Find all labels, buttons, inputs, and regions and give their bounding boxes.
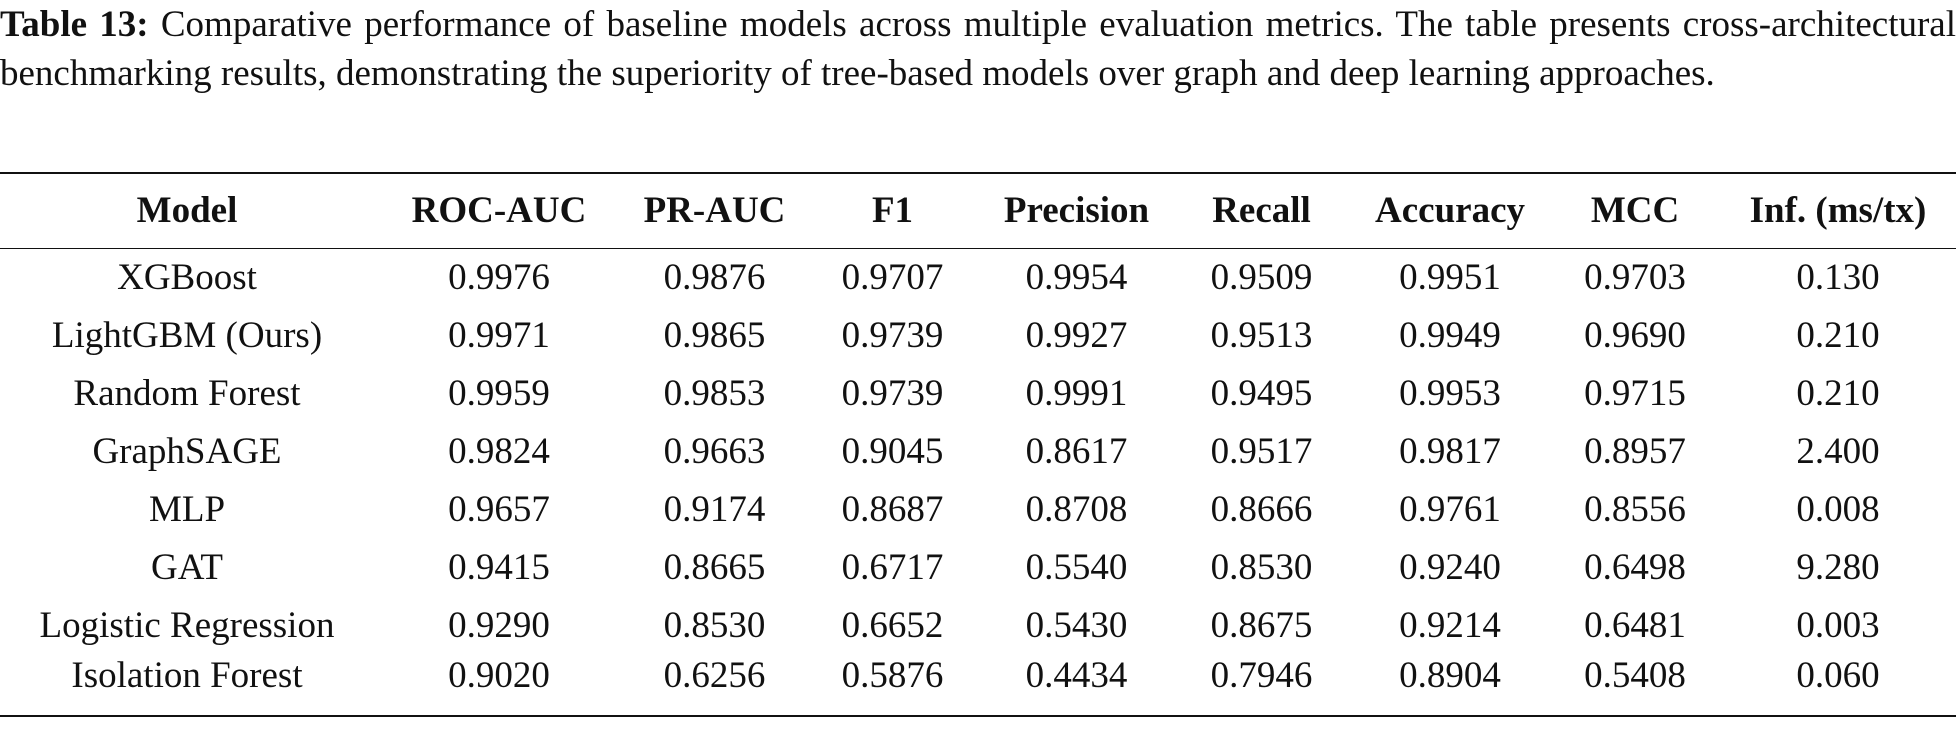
metric-cell: 0.9663 — [663, 430, 766, 472]
model-cell: Random Forest — [73, 372, 301, 414]
table-row: Logistic Regression 0.9290 0.8530 0.6652 0.5… — [0, 596, 1956, 654]
metric-cell: 0.7946 — [1210, 655, 1313, 696]
metric-cell: 0.9976 — [448, 256, 550, 298]
metric-cell: 0.8675 — [1210, 604, 1313, 646]
metric-cell: 0.008 — [1796, 488, 1880, 530]
metric-cell: 0.9991 — [1025, 372, 1128, 414]
metric-cell: 0.9020 — [448, 655, 550, 696]
metric-cell: 0.6256 — [663, 655, 766, 696]
header-row: Model ROC-AUC PR-AUC F1 Precision Recall Accur… — [0, 173, 1956, 248]
metric-cell: 0.9509 — [1210, 256, 1313, 298]
metric-cell: 0.9214 — [1399, 604, 1501, 646]
header-cell: Recall — [1212, 190, 1311, 232]
metric-cell: 0.9690 — [1584, 314, 1686, 356]
metric-cell: 0.9703 — [1584, 256, 1686, 298]
metric-cell: 0.9876 — [663, 256, 766, 298]
table-row: MLP 0.9657 0.9174 0.8687 0.8708 0.8666 0.9761 0… — [0, 480, 1956, 538]
model-cell: Isolation Forest — [71, 655, 303, 696]
metric-cell: 0.9927 — [1025, 314, 1128, 356]
metric-cell: 0.8708 — [1025, 488, 1128, 530]
metric-cell: 0.6481 — [1584, 604, 1686, 646]
metric-cell: 0.4434 — [1025, 655, 1128, 696]
metric-cell: 0.8617 — [1025, 430, 1128, 472]
metric-cell: 0.9415 — [448, 546, 550, 588]
metric-cell: 0.9954 — [1025, 256, 1128, 298]
metric-cell: 2.400 — [1796, 430, 1880, 472]
metric-cell: 0.6498 — [1584, 546, 1686, 588]
header-cell: PR-AUC — [643, 190, 786, 232]
metric-cell: 0.9739 — [841, 372, 944, 414]
metric-cell: 0.9959 — [448, 372, 550, 414]
results-table: Model ROC-AUC PR-AUC F1 Precision Recall Accur… — [0, 172, 1956, 717]
table-row: XGBoost 0.9976 0.9876 0.9707 0.9954 0.9509 0.9… — [0, 248, 1956, 306]
caption-text: Comparative performance of baseline mode… — [0, 4, 1956, 94]
metric-cell: 0.9949 — [1399, 314, 1501, 356]
model-cell: XGBoost — [117, 256, 257, 298]
metric-cell: 0.060 — [1796, 655, 1880, 696]
caption: Table 13: Comparative performance of bas… — [0, 0, 1956, 147]
header-cell: Model — [136, 190, 238, 232]
table-row: Isolation Forest 0.9020 0.6256 0.5876 0.4434… — [0, 654, 1956, 716]
metric-cell: 0.9739 — [841, 314, 944, 356]
metric-cell: 0.8556 — [1584, 488, 1686, 530]
metric-cell: 0.130 — [1796, 256, 1880, 298]
model-cell: GAT — [151, 546, 223, 588]
metric-cell: 0.9517 — [1210, 430, 1313, 472]
metric-cell: 9.280 — [1796, 546, 1880, 588]
metric-cell: 0.8530 — [1210, 546, 1313, 588]
metric-cell: 0.9045 — [841, 430, 944, 472]
metric-cell: 0.8904 — [1399, 655, 1501, 696]
caption-label: Table 13: — [0, 4, 149, 45]
metric-cell: 0.5430 — [1025, 604, 1128, 646]
metric-cell: 0.5876 — [841, 655, 944, 696]
metric-cell: 0.9707 — [841, 256, 944, 298]
metric-cell: 0.9174 — [663, 488, 766, 530]
model-cell: Logistic Regression — [39, 604, 335, 646]
metric-cell: 0.6652 — [841, 604, 944, 646]
metric-cell: 0.9715 — [1584, 372, 1686, 414]
header-cell: ROC-AUC — [411, 190, 587, 232]
metric-cell: 0.8665 — [663, 546, 766, 588]
metric-cell: 0.6717 — [841, 546, 944, 588]
metric-cell: 0.5540 — [1025, 546, 1128, 588]
metric-cell: 0.8530 — [663, 604, 766, 646]
header-cell: Inf. (ms/tx) — [1749, 190, 1927, 232]
header-cell: MCC — [1590, 190, 1680, 232]
metric-cell: 0.8666 — [1210, 488, 1313, 530]
metric-cell: 0.9824 — [448, 430, 550, 472]
metric-cell: 0.9290 — [448, 604, 550, 646]
table-row: GAT 0.9415 0.8665 0.6717 0.5540 0.8530 0.9240 0… — [0, 538, 1956, 596]
metric-cell: 0.210 — [1796, 372, 1880, 414]
metric-cell: 0.9971 — [448, 314, 550, 356]
metric-cell: 0.9817 — [1399, 430, 1501, 472]
model-cell: LightGBM (Ours) — [51, 314, 323, 356]
model-cell: GraphSAGE — [92, 430, 282, 472]
metric-cell: 0.003 — [1796, 604, 1880, 646]
metric-cell: 0.9657 — [448, 488, 550, 530]
metric-cell: 0.9761 — [1399, 488, 1501, 530]
metric-cell: 0.8957 — [1584, 430, 1686, 472]
model-cell: MLP — [148, 488, 226, 530]
metric-cell: 0.210 — [1796, 314, 1880, 356]
metric-cell: 0.9240 — [1399, 546, 1501, 588]
table-row: Random Forest 0.9959 0.9853 0.9739 0.9991 0.9… — [0, 364, 1956, 422]
table-row: GraphSAGE 0.9824 0.9663 0.9045 0.8617 0.9517 0… — [0, 422, 1956, 480]
metric-cell: 0.5408 — [1584, 655, 1686, 696]
header-cell: Precision — [1003, 190, 1150, 232]
metric-cell: 0.9951 — [1399, 256, 1501, 298]
header-cell: Accuracy — [1375, 190, 1525, 232]
header-cell: F1 — [871, 190, 914, 232]
metric-cell: 0.9865 — [663, 314, 766, 356]
metric-cell: 0.9513 — [1210, 314, 1313, 356]
metric-cell: 0.8687 — [841, 488, 944, 530]
metric-cell: 0.9853 — [663, 372, 766, 414]
metric-cell: 0.9953 — [1399, 372, 1501, 414]
table-row: LightGBM (Ours) 0.9971 0.9865 0.9739 0.9927 0… — [0, 306, 1956, 364]
metric-cell: 0.9495 — [1210, 372, 1313, 414]
